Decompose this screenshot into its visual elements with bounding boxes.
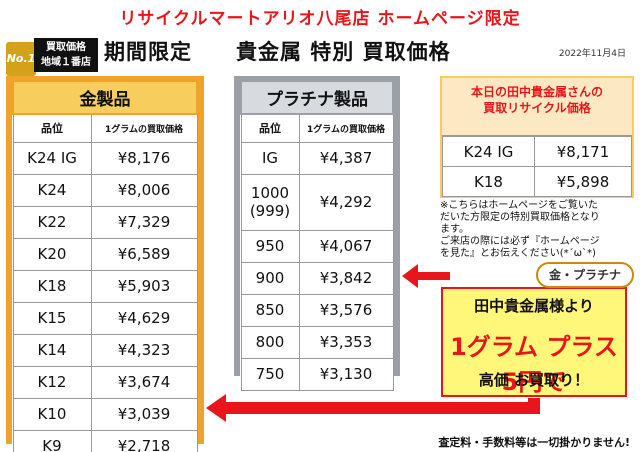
platinum-grade-cell: 1000 (999) bbox=[240, 173, 300, 231]
no1-medal-icon: No.1 bbox=[6, 42, 36, 76]
platinum-row: 750 ¥3,130 bbox=[240, 357, 394, 391]
badge-text: 買取価格 地域１番店 bbox=[34, 38, 98, 72]
no1-badge: No.1 買取価格 地域１番店 bbox=[6, 34, 98, 80]
promo-tag: 金・プラチナ bbox=[536, 262, 634, 288]
platinum-category-heading: プラチナ製品 bbox=[240, 80, 394, 115]
gold-grade-cell: K18 bbox=[12, 269, 92, 303]
notice-line-5: を見た』とお伝えください(*´ω`*) bbox=[440, 248, 596, 259]
gold-grade-cell: K24 bbox=[12, 173, 92, 207]
gold-price-cell: ¥8,006 bbox=[90, 173, 198, 207]
gold-price-cell: ¥3,674 bbox=[90, 365, 198, 399]
promo-line-3: 高価 お買取り！ bbox=[478, 371, 590, 389]
platinum-price-cell: ¥4,067 bbox=[298, 229, 394, 263]
promo-line-2: 1グラム プラス5円で bbox=[450, 333, 618, 396]
date-label: 2022年11月4日 bbox=[558, 49, 626, 59]
notice-text: ※こちらはホームページをご覧いた だいた方限定の特別買取価格となり ます。 ご来… bbox=[440, 200, 638, 260]
gold-col-price: 1グラムの買取価格 bbox=[90, 113, 198, 143]
tanaka-heading-line-1: 本日の田中貴金属さんの bbox=[470, 85, 603, 99]
gold-price-cell: ¥2,718 bbox=[90, 429, 198, 452]
gold-price-cell: ¥3,039 bbox=[90, 397, 198, 431]
footer-note: 査定料・手数料等は一切掛かりません! bbox=[438, 436, 630, 449]
tanaka-row: K24 IG ¥8,171 bbox=[442, 136, 632, 167]
gold-category-heading: 金製品 bbox=[12, 80, 198, 115]
tanaka-row: K18 ¥5,898 bbox=[442, 166, 632, 197]
gold-row: K24 ¥8,006 bbox=[12, 173, 198, 207]
badge-line-1: 買取価格 bbox=[46, 42, 86, 53]
main-title: 期間限定 貴金属 特別 買取価格 bbox=[104, 40, 451, 64]
notice-line-3: ます。 bbox=[440, 224, 469, 235]
platinum-row: 900 ¥3,842 bbox=[240, 261, 394, 295]
tanaka-heading: 本日の田中貴金属さんの 買取リサイクル価格 bbox=[442, 78, 632, 136]
arrow-to-gold-icon bbox=[206, 394, 540, 422]
tanaka-table: K24 IG ¥8,171 K18 ¥5,898 bbox=[442, 136, 632, 197]
gold-price-cell: ¥6,589 bbox=[90, 237, 198, 271]
platinum-price-cell: ¥4,292 bbox=[298, 173, 394, 231]
gold-grade-cell: K10 bbox=[12, 397, 92, 431]
platinum-row: IG ¥4,387 bbox=[240, 141, 394, 175]
promo-line-1: 田中貴金属様より bbox=[474, 297, 594, 315]
gold-row: K20 ¥6,589 bbox=[12, 237, 198, 271]
platinum-grade-cell: 750 bbox=[240, 357, 300, 391]
notice-line-1: ※こちらはホームページをご覧いた bbox=[440, 200, 598, 211]
gold-row: K18 ¥5,903 bbox=[12, 269, 198, 303]
gold-price-cell: ¥7,329 bbox=[90, 205, 198, 239]
gold-grade-cell: K14 bbox=[12, 333, 92, 367]
platinum-grade-cell: 800 bbox=[240, 325, 300, 359]
gold-row: K9 ¥2,718 bbox=[12, 429, 198, 452]
tanaka-heading-line-2: 買取リサイクル価格 bbox=[483, 101, 591, 115]
platinum-price-cell: ¥3,130 bbox=[298, 357, 394, 391]
tanaka-price-cell: ¥5,898 bbox=[534, 166, 632, 197]
platinum-price-cell: ¥3,842 bbox=[298, 261, 394, 295]
gold-row: K15 ¥4,629 bbox=[12, 301, 198, 335]
gold-grade-cell: K20 bbox=[12, 237, 92, 271]
platinum-price-cell: ¥3,353 bbox=[298, 325, 394, 359]
gold-row: K22 ¥7,329 bbox=[12, 205, 198, 239]
tanaka-price-cell: ¥8,171 bbox=[534, 136, 632, 167]
platinum-price-table: プラチナ製品 品位 1グラムの買取価格 IG ¥4,387 1000 (999) ¥4… bbox=[240, 80, 394, 391]
gold-row: K10 ¥3,039 bbox=[12, 397, 198, 431]
gold-price-cell: ¥8,176 bbox=[90, 141, 198, 175]
platinum-row: 800 ¥3,353 bbox=[240, 325, 394, 359]
platinum-col-grade: 品位 bbox=[240, 113, 300, 143]
notice-line-4: ご来店の際には必ず『ホームページ bbox=[440, 236, 600, 247]
page-banner-title: リサイクルマートアリオ八尾店 ホームページ限定 bbox=[119, 9, 521, 29]
gold-row: K24 IG ¥8,176 bbox=[12, 141, 198, 175]
notice-line-2: だいた方限定の特別買取価格となり bbox=[440, 212, 600, 223]
gold-price-table: 金製品 品位 1グラムの買取価格 K24 IG ¥8,176 K24 ¥8,006 K2… bbox=[12, 80, 198, 452]
badge-line-2: 地域１番店 bbox=[41, 57, 91, 68]
gold-price-cell: ¥4,629 bbox=[90, 301, 198, 335]
platinum-row: 1000 (999) ¥4,292 bbox=[240, 173, 394, 231]
tanaka-price-box: 本日の田中貴金属さんの 買取リサイクル価格 K24 IG ¥8,171 K18 ¥5,… bbox=[440, 76, 634, 198]
gold-grade-cell: K24 IG bbox=[12, 141, 92, 175]
promo-box: 田中貴金属様より 1グラム プラス5円で 高価 お買取り！ bbox=[441, 287, 627, 397]
gold-row: K12 ¥3,674 bbox=[12, 365, 198, 399]
arrow-to-platinum-icon bbox=[402, 264, 450, 288]
